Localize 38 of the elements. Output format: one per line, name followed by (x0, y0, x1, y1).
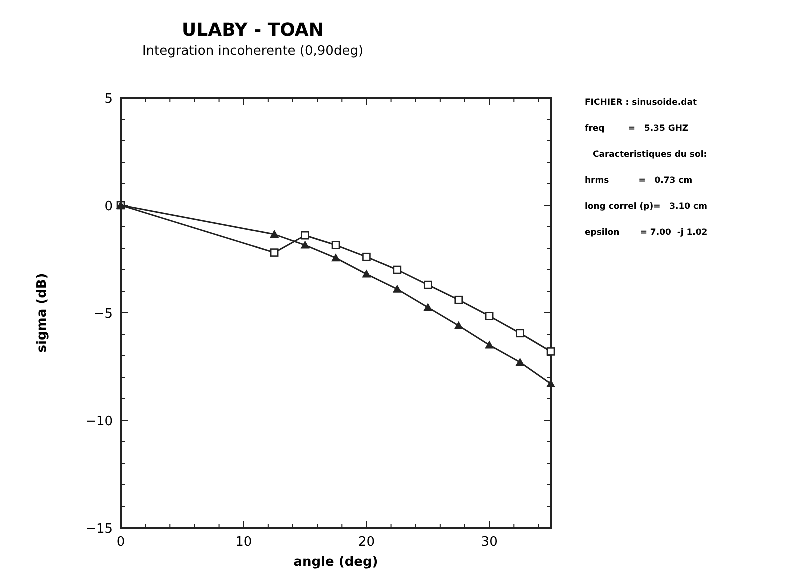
point (516, 329, 524, 338)
point (393, 266, 402, 274)
point (392, 284, 402, 293)
text: long correl (p)= 3.10 cm (585, 202, 708, 212)
point (454, 321, 464, 330)
x-tick-label: 0 (116, 535, 126, 550)
y-tick-label: −15 (86, 522, 113, 537)
point (546, 348, 556, 356)
x-axis-title: angle (deg) (294, 555, 378, 570)
text: epsilon = 7.00 -j 1.02 (585, 228, 708, 238)
point (332, 241, 340, 250)
point (424, 280, 432, 290)
x-tick-label: 30 (481, 535, 498, 550)
point (362, 252, 371, 262)
x-tick-label: 10 (236, 535, 252, 550)
point (270, 230, 280, 238)
y-tick-label: 0 (104, 200, 113, 214)
point (332, 254, 340, 262)
y-tick-label: −10 (86, 414, 113, 430)
y-tick-label: 5 (104, 92, 113, 107)
text: Caracteristiques du sol: (593, 150, 708, 160)
point (301, 231, 310, 240)
point (485, 340, 494, 349)
point (516, 358, 525, 366)
point (270, 248, 279, 257)
y-tick-label: −5 (94, 307, 113, 322)
y-axis-title: sigma (dB) (35, 273, 50, 353)
point (300, 240, 310, 249)
point (454, 296, 464, 304)
x-tick-label: 20 (358, 535, 375, 550)
chart-subtitle: Integration incoherente (0,90deg) (142, 44, 364, 59)
point (362, 270, 372, 278)
point (424, 303, 433, 312)
chart-title: ULABY - TOAN (182, 20, 324, 41)
point (485, 312, 494, 320)
text: FICHIER : sinusoide.dat (585, 98, 698, 108)
text: hrms = 0.73 cm (585, 176, 693, 186)
text: freq = 5.35 GHZ (585, 124, 689, 134)
